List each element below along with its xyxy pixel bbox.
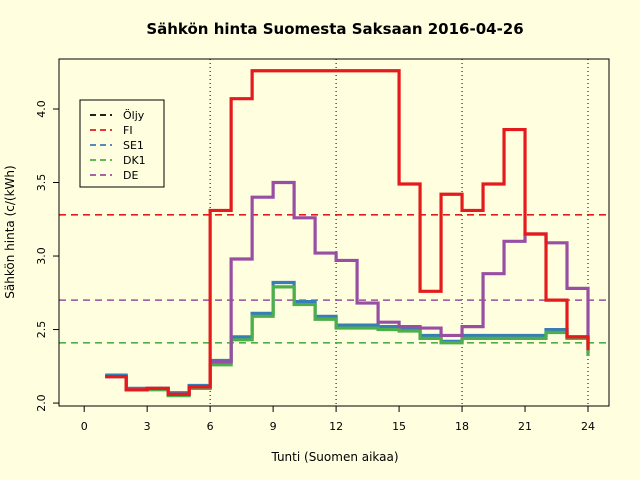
x-tick-label: 0 <box>81 420 88 433</box>
y-axis-label: Sähkön hinta (c/(kWh) <box>3 165 17 298</box>
y-tick-label: 4.0 <box>35 100 48 118</box>
x-tick-label: 24 <box>581 420 595 433</box>
y-tick-label: 2.0 <box>35 394 48 412</box>
x-tick-label: 6 <box>207 420 214 433</box>
legend-label: FI <box>123 124 133 137</box>
series-line-fi <box>105 69 590 396</box>
x-tick-label: 9 <box>270 420 277 433</box>
legend: Öljy FI SE1 DK1 DE <box>79 99 165 188</box>
x-axis-label: Tunti (Suomen aikaa) <box>270 450 398 464</box>
chart-title: Sähkön hinta Suomesta Saksaan 2016-04-26 <box>146 20 523 38</box>
series-group <box>105 69 590 398</box>
plot-frame <box>58 58 610 407</box>
x-tick-label: 15 <box>392 420 406 433</box>
y-tick-label: 2.5 <box>35 321 48 339</box>
x-tick-label: 21 <box>518 420 532 433</box>
series-line-dk1 <box>105 285 590 398</box>
legend-label: DK1 <box>123 154 146 167</box>
legend-label: Öljy <box>123 109 145 122</box>
x-tick-label: 18 <box>455 420 469 433</box>
legend-label: DE <box>123 169 138 182</box>
legend-box <box>79 99 165 188</box>
legend-label: SE1 <box>123 139 144 152</box>
x-tick-label: 12 <box>329 420 343 433</box>
y-tick-label: 3.0 <box>35 247 48 265</box>
x-tick-label: 3 <box>144 420 151 433</box>
y-tick-label: 3.5 <box>35 174 48 192</box>
